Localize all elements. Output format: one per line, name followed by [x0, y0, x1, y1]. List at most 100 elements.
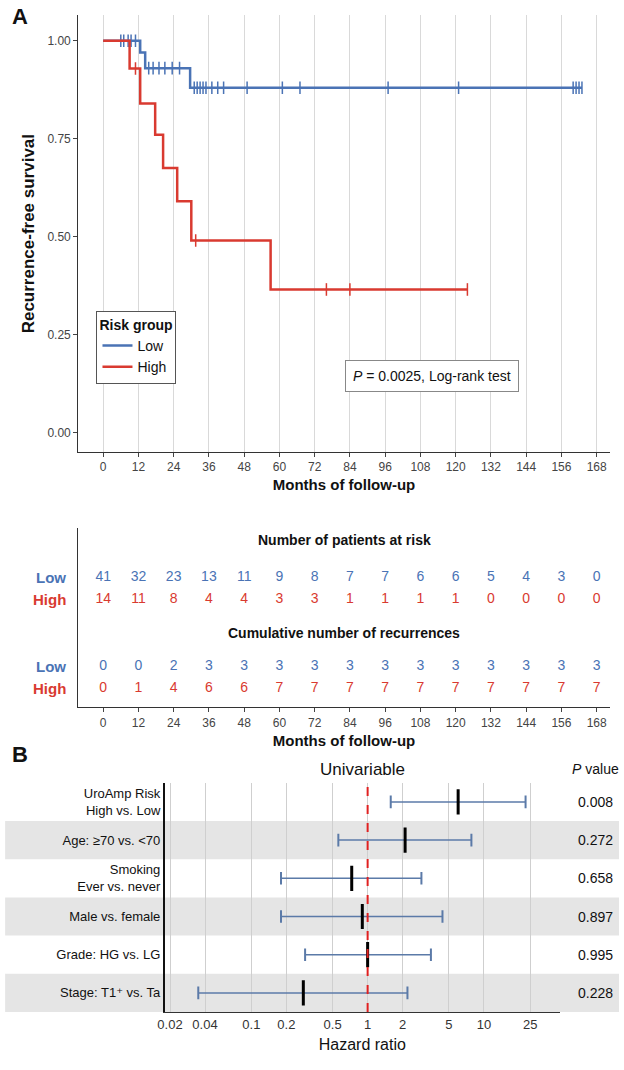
svg-text:Low: Low — [36, 569, 66, 586]
svg-text:Cumulative number of recurrenc: Cumulative number of recurrences — [228, 625, 460, 641]
svg-text:0: 0 — [557, 590, 565, 606]
svg-text:7: 7 — [276, 679, 284, 695]
svg-text:7: 7 — [417, 679, 425, 695]
svg-text:0.50: 0.50 — [47, 230, 71, 244]
svg-text:32: 32 — [131, 568, 147, 584]
svg-text:96: 96 — [378, 716, 392, 730]
svg-text:B: B — [12, 742, 28, 767]
svg-text:0: 0 — [99, 679, 107, 695]
svg-text:0: 0 — [522, 590, 530, 606]
svg-text:3: 3 — [240, 657, 248, 673]
svg-text:SmokingEver vs. never: SmokingEver vs. never — [77, 862, 161, 894]
svg-text:0.658: 0.658 — [578, 870, 613, 886]
svg-text:0.2: 0.2 — [277, 1017, 295, 1032]
svg-text:0.25: 0.25 — [47, 328, 71, 342]
svg-text:3: 3 — [346, 657, 354, 673]
svg-text:14: 14 — [95, 590, 111, 606]
svg-text:0.75: 0.75 — [47, 132, 71, 146]
svg-text:3: 3 — [205, 657, 213, 673]
svg-text:168: 168 — [587, 716, 607, 730]
svg-text:0: 0 — [593, 568, 601, 584]
svg-text:3: 3 — [557, 568, 565, 584]
svg-text:3: 3 — [593, 657, 601, 673]
svg-text:3: 3 — [311, 657, 319, 673]
svg-text:0.008: 0.008 — [578, 794, 613, 810]
svg-text:P value: P value — [572, 761, 619, 777]
svg-text:6: 6 — [240, 679, 248, 695]
svg-text:84: 84 — [343, 716, 357, 730]
svg-text:7: 7 — [381, 679, 389, 695]
svg-text:3: 3 — [276, 657, 284, 673]
svg-text:7: 7 — [487, 679, 495, 695]
svg-text:1: 1 — [452, 590, 460, 606]
svg-text:Recurrence-free survival: Recurrence-free survival — [19, 134, 38, 333]
svg-text:60: 60 — [273, 460, 287, 474]
svg-text:6: 6 — [417, 568, 425, 584]
svg-text:6: 6 — [452, 568, 460, 584]
svg-text:24: 24 — [167, 716, 181, 730]
svg-text:0: 0 — [593, 590, 601, 606]
svg-text:23: 23 — [166, 568, 182, 584]
svg-text:156: 156 — [551, 716, 571, 730]
svg-text:5: 5 — [445, 1017, 452, 1032]
svg-text:8: 8 — [170, 590, 178, 606]
svg-text:Age: ≥70 vs. <70: Age: ≥70 vs. <70 — [62, 833, 160, 848]
svg-text:Number of patients at risk: Number of patients at risk — [258, 532, 431, 548]
svg-text:10: 10 — [477, 1017, 491, 1032]
svg-text:168: 168 — [587, 460, 607, 474]
svg-text:156: 156 — [551, 460, 571, 474]
svg-text:11: 11 — [131, 590, 146, 606]
svg-text:3: 3 — [522, 657, 530, 673]
svg-text:0: 0 — [100, 716, 107, 730]
svg-text:48: 48 — [237, 716, 251, 730]
svg-text:0.1: 0.1 — [242, 1017, 260, 1032]
svg-text:4: 4 — [205, 590, 213, 606]
svg-text:8: 8 — [311, 568, 319, 584]
svg-text:144: 144 — [516, 716, 536, 730]
svg-text:2: 2 — [399, 1017, 406, 1032]
svg-text:UroAmp RiskHigh vs. Low: UroAmp RiskHigh vs. Low — [84, 786, 161, 818]
svg-text:108: 108 — [410, 460, 430, 474]
svg-text:1: 1 — [346, 590, 354, 606]
svg-text:132: 132 — [481, 460, 501, 474]
svg-text:3: 3 — [311, 590, 319, 606]
svg-text:2: 2 — [170, 657, 178, 673]
svg-text:6: 6 — [205, 679, 213, 695]
svg-text:132: 132 — [481, 716, 501, 730]
svg-text:3: 3 — [381, 657, 389, 673]
svg-text:0: 0 — [100, 460, 107, 474]
svg-text:Low: Low — [36, 658, 66, 675]
svg-text:3: 3 — [487, 657, 495, 673]
svg-text:144: 144 — [516, 460, 536, 474]
svg-text:96: 96 — [378, 460, 392, 474]
svg-text:108: 108 — [410, 716, 430, 730]
svg-text:Months of follow-up: Months of follow-up — [273, 732, 415, 749]
svg-text:84: 84 — [343, 460, 357, 474]
svg-text:1: 1 — [381, 590, 389, 606]
svg-text:1: 1 — [135, 679, 143, 695]
svg-text:120: 120 — [446, 460, 466, 474]
svg-text:P = 0.0025, Log-rank test: P = 0.0025, Log-rank test — [353, 368, 511, 384]
svg-text:0.995: 0.995 — [578, 947, 613, 963]
svg-text:7: 7 — [593, 679, 601, 695]
svg-text:7: 7 — [311, 679, 319, 695]
svg-text:0.272: 0.272 — [578, 832, 613, 848]
svg-text:36: 36 — [202, 716, 216, 730]
svg-text:0: 0 — [487, 590, 495, 606]
svg-text:12: 12 — [132, 716, 146, 730]
svg-text:25: 25 — [523, 1017, 537, 1032]
svg-text:3: 3 — [276, 590, 284, 606]
svg-text:13: 13 — [201, 568, 217, 584]
svg-text:Months of follow-up: Months of follow-up — [273, 476, 415, 493]
svg-text:1.00: 1.00 — [47, 34, 71, 48]
svg-text:0.5: 0.5 — [324, 1017, 342, 1032]
svg-text:9: 9 — [276, 568, 284, 584]
svg-text:7: 7 — [381, 568, 389, 584]
svg-text:7: 7 — [346, 568, 354, 584]
svg-text:3: 3 — [417, 657, 425, 673]
svg-text:High: High — [137, 359, 166, 375]
svg-text:5: 5 — [487, 568, 495, 584]
svg-text:4: 4 — [240, 590, 248, 606]
svg-text:0.00: 0.00 — [47, 426, 71, 440]
svg-text:1: 1 — [364, 1017, 371, 1032]
